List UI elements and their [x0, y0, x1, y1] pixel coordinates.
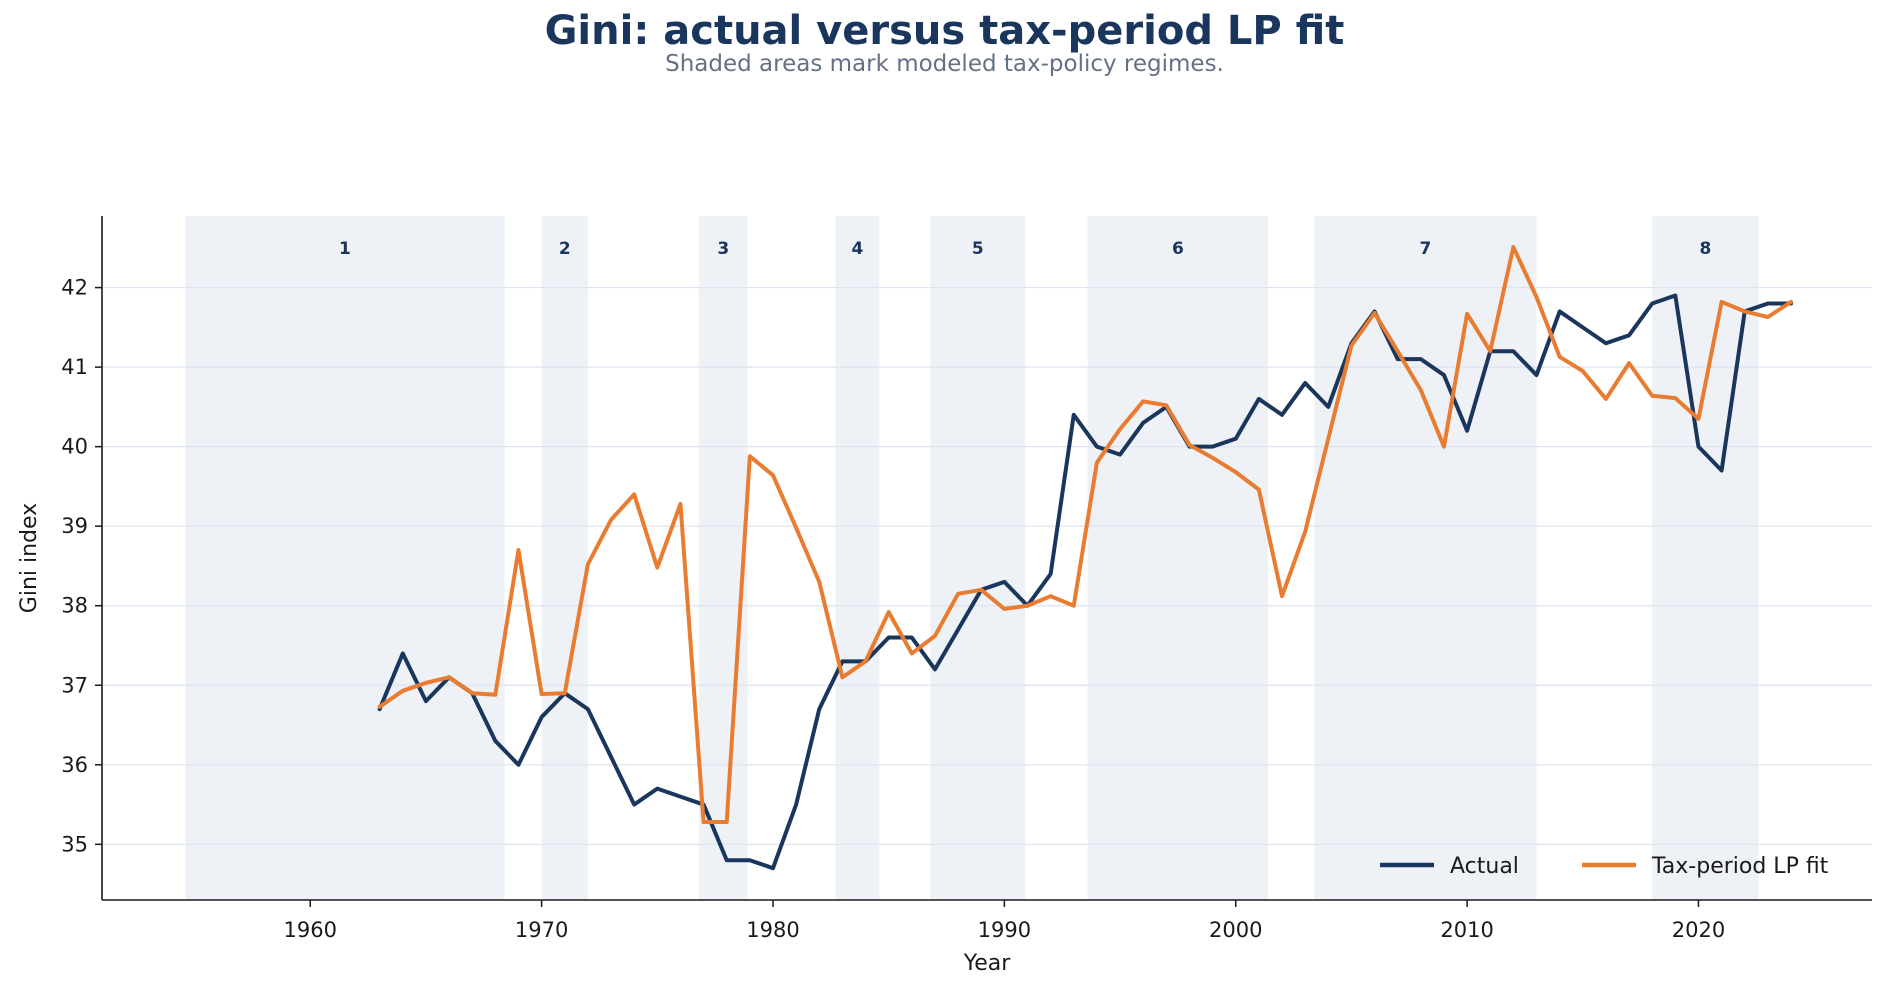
x-tick-label: 1980 — [746, 918, 799, 942]
gridlines — [102, 286, 1872, 845]
regime-bands: 1 2 3 4 5 6 7 8 — [185, 216, 1759, 900]
y-tick-label: 40 — [61, 435, 88, 459]
regime-label-5: 5 — [972, 239, 984, 259]
y-tick-label: 35 — [61, 832, 88, 856]
x-tick-label: 2000 — [1209, 918, 1262, 942]
series-lines — [377, 245, 1794, 871]
y-tick-label: 42 — [61, 276, 88, 300]
regime-band-4 — [835, 216, 880, 900]
chart-subtitle: Shaded areas mark modeled tax-policy reg… — [665, 51, 1224, 77]
chart-title: Gini: actual versus tax-period LP fit — [544, 8, 1345, 54]
regime-label-6: 6 — [1172, 239, 1184, 259]
regime-label-3: 3 — [717, 239, 729, 259]
y-tick-label: 36 — [61, 753, 88, 777]
regime-label-8: 8 — [1699, 239, 1711, 259]
series-line-lp-fit — [377, 245, 1794, 825]
regime-band-3 — [698, 216, 748, 900]
legend-label-actual: Actual — [1450, 854, 1519, 879]
x-axis-title: Year — [963, 951, 1012, 976]
regime-band-6 — [1087, 216, 1269, 900]
regime-label-4: 4 — [852, 239, 864, 259]
y-axis-title: Gini index — [17, 503, 42, 613]
x-tick-label: 1960 — [284, 918, 337, 942]
regime-band-1 — [185, 216, 505, 900]
regime-label-2: 2 — [559, 239, 571, 259]
y-tick-label: 41 — [61, 355, 88, 379]
regime-band-7 — [1314, 216, 1537, 900]
series-line-actual — [377, 293, 1794, 871]
x-tick-label: 2010 — [1440, 918, 1493, 942]
y-tick-label: 37 — [61, 673, 88, 697]
y-tick-label: 38 — [61, 594, 88, 618]
x-tick-label: 1990 — [978, 918, 1031, 942]
regime-band-5 — [930, 216, 1026, 900]
x-tick-label: 2020 — [1672, 918, 1725, 942]
legend: Actual Tax-period LP fit — [1380, 854, 1829, 879]
x-tick-label: 1970 — [515, 918, 568, 942]
y-tick-label: 39 — [61, 514, 88, 538]
regime-label-1: 1 — [339, 239, 351, 259]
legend-label-lp-fit: Tax-period LP fit — [1651, 854, 1829, 879]
regime-label-7: 7 — [1420, 239, 1432, 259]
regime-band-2 — [541, 216, 588, 900]
